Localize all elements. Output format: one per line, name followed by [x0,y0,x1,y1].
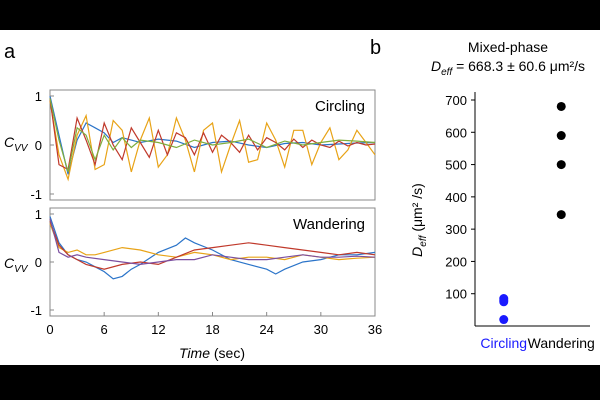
svg-text:Deff (μm² /s): Deff (μm² /s) [409,183,429,257]
wandering-xtick-label: 6 [101,322,108,337]
deff-ytick-label: 200 [445,254,467,269]
wandering-ylabel-sub: VV [14,264,29,275]
wandering-ytick-label: 1 [35,207,42,222]
deff-ytick-label: 600 [445,125,467,140]
circling-ylabel-sub: VV [14,143,29,154]
deff-point-wandering [556,131,566,141]
deff-ylabel-sub: eff [418,234,429,246]
deff-point-circling [499,315,509,325]
svg-text:CVV: CVV [4,255,29,275]
wandering-ylabel: CVV [4,255,29,275]
wandering-xlabel-unit: (sec) [210,345,245,361]
circling-series-red [49,98,376,171]
wandering-xtick-label: 36 [368,322,382,337]
wandering-series-blue [49,216,376,280]
deff-point-circling [499,297,509,307]
deff-ytick-label: 100 [445,287,467,302]
wandering-series-purple [49,218,376,266]
circling-series-group [49,95,376,182]
figure: a b Circling CVV 1 0 -1 Wandering CVV 1 0 -1… [0,30,600,365]
panel-a-label: a [4,41,16,63]
circling-series-green [49,98,376,173]
deff-ytick-label: 400 [445,190,467,205]
deff-ylabel-main: D [409,247,425,257]
deff-annotation: Deff = 668.3 ± 60.6 μm²/s [431,58,585,78]
wandering-xtick-label: 24 [259,322,273,337]
wandering-xtick-label: 18 [205,322,219,337]
wandering-xtick-label: 30 [314,322,328,337]
circling-annotation: Circling [315,98,365,115]
deff-yticks: 100 200 300 400 500 600 700 [445,93,475,302]
circling-ytick-label: 0 [35,138,42,153]
wandering-yticks: 1 0 -1 [30,207,54,318]
wandering-annotation: Wandering [293,216,365,233]
deff-categories: Circling Wandering [480,335,594,351]
deff-annotation-sub: eff [441,67,453,78]
deff-point-wandering [556,101,566,111]
deff-title: Mixed-phase [468,39,548,55]
deff-ytick-label: 500 [445,158,467,173]
deff-annotation-value: = 668.3 ± 60.6 μm²/s [452,58,585,74]
deff-category-wandering: Wandering [528,335,595,351]
wandering-series-red [49,220,376,270]
deff-ytick-label: 700 [445,93,467,108]
deff-annotation-main: D [431,58,441,74]
svg-text:CVV: CVV [4,134,29,154]
circling-ylabel-main: C [4,134,15,150]
wandering-xlabel-main: Time [179,345,210,361]
wandering-ylabel-main: C [4,255,15,271]
deff-ylabel-unit: (μm² /s) [409,183,425,235]
wandering-ytick-label: -1 [30,303,42,318]
wandering-ytick-label: 0 [35,255,42,270]
deff-ytick-label: 300 [445,222,467,237]
wandering-xlabel: Time (sec) [179,345,245,361]
deff-point-wandering [556,210,566,220]
wandering-xtick-label: 12 [151,322,165,337]
wandering-xtick-label: 0 [46,322,53,337]
wandering-xticks: 0 6 12 18 24 30 36 [46,312,382,337]
deff-point-wandering [556,160,566,170]
figure-svg: a b Circling CVV 10-1 Wandering CVV 10-1… [4,37,595,361]
circling-ytick-label: 1 [35,89,42,104]
deff-points [499,101,566,325]
deff-ylabel: Deff (μm² /s) [409,183,429,257]
wandering-series-group [49,216,376,280]
deff-category-circling: Circling [480,335,527,351]
panel-b-label: b [370,37,381,59]
circling-yticks: 1 0 -1 [30,89,54,202]
circling-ytick-label: -1 [30,187,42,202]
circling-ylabel: CVV [4,134,29,154]
